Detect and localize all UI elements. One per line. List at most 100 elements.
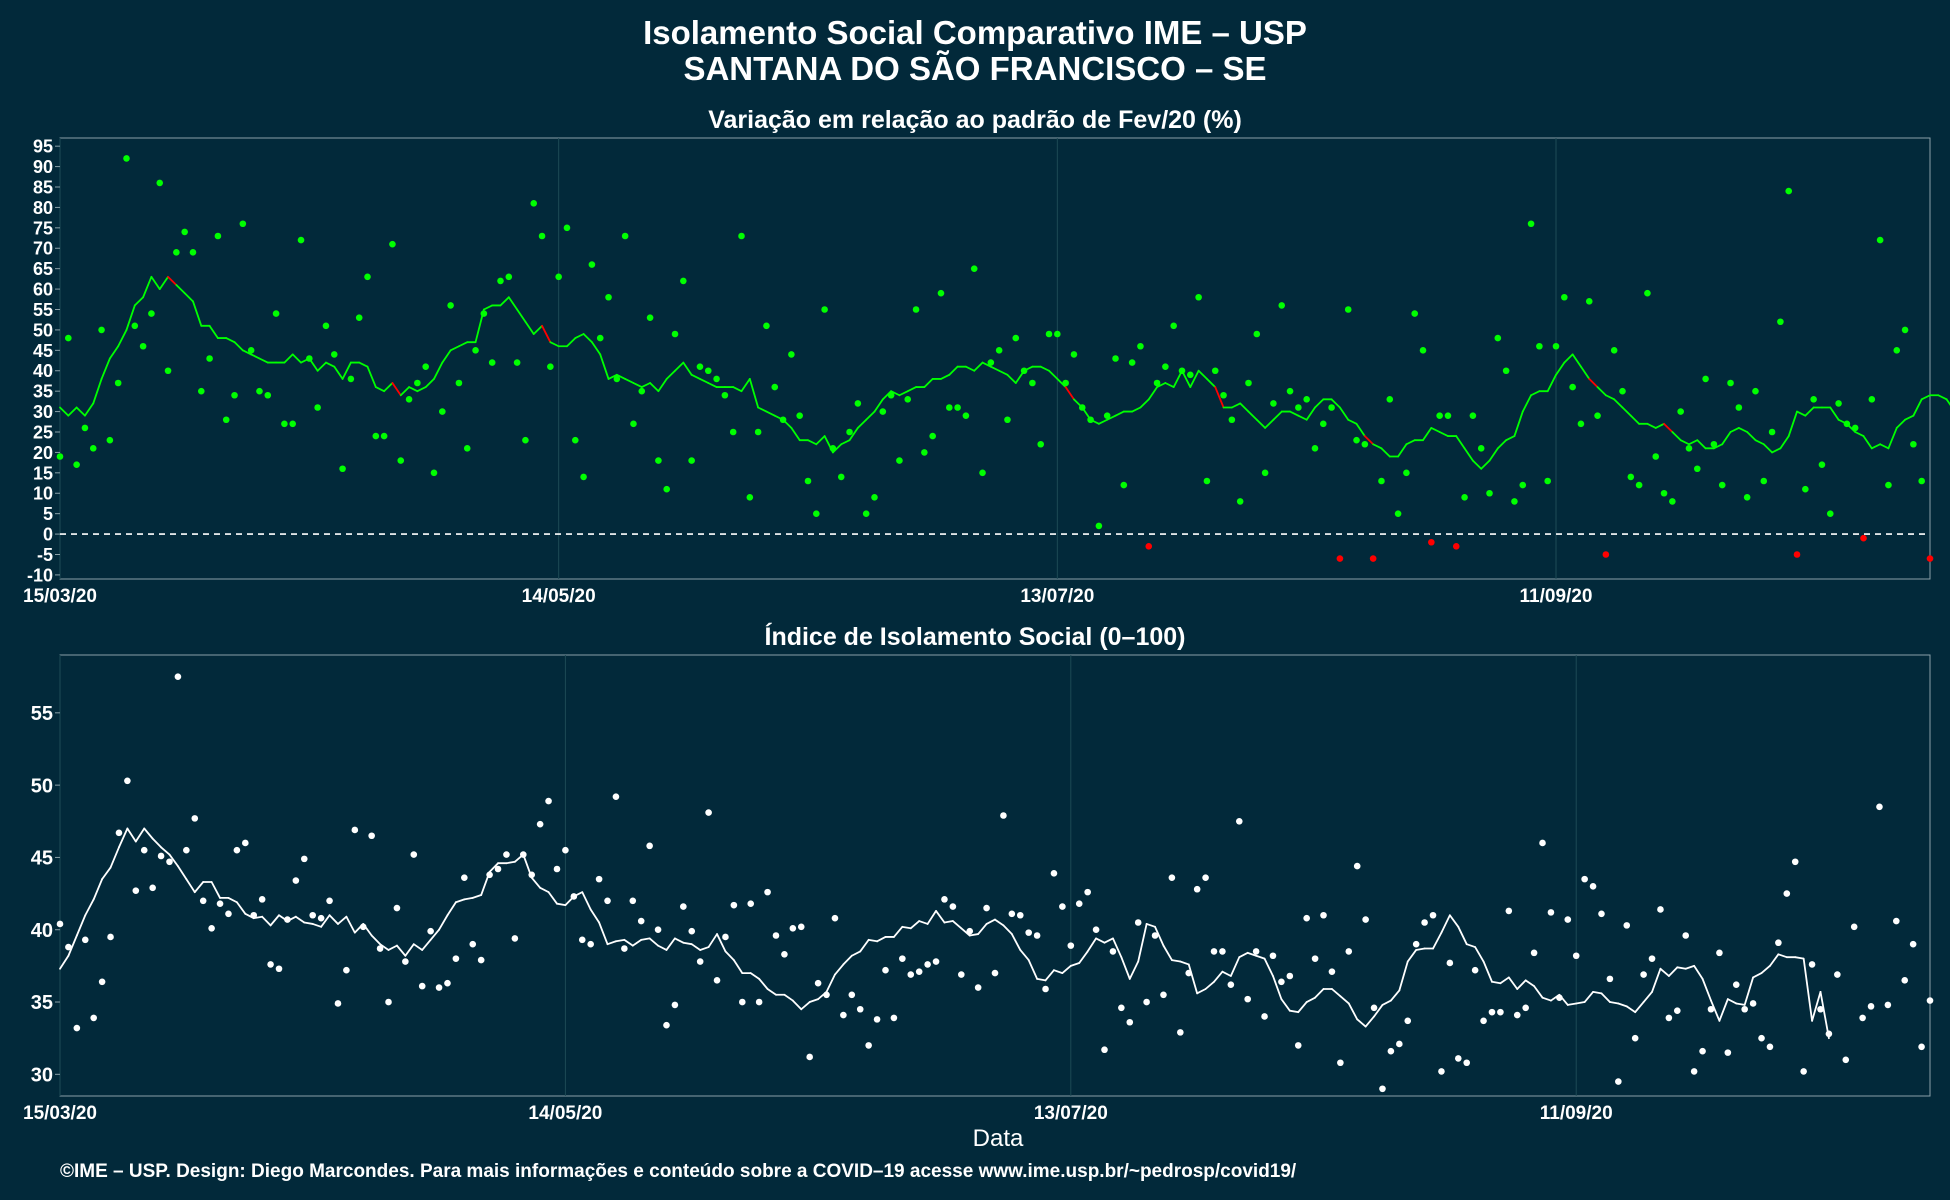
data-point xyxy=(1000,812,1007,819)
moving-average-segment xyxy=(842,954,853,966)
moving-average-segment xyxy=(973,361,984,372)
moving-average-segment xyxy=(294,915,306,924)
moving-average-segment xyxy=(598,921,609,946)
data-point xyxy=(1050,870,1058,877)
moving-average-segment xyxy=(1010,933,1022,951)
data-point xyxy=(289,420,297,428)
data-point xyxy=(1252,948,1260,955)
data-point xyxy=(115,829,123,837)
y-tick-label: 20 xyxy=(33,443,53,463)
y-tick-label: 40 xyxy=(31,920,53,942)
data-point xyxy=(1800,1068,1807,1075)
data-point xyxy=(183,846,190,854)
data-point xyxy=(605,293,612,301)
data-point xyxy=(796,412,803,419)
data-point xyxy=(983,904,990,912)
moving-average-segment xyxy=(732,959,744,974)
data-point xyxy=(1552,342,1560,350)
data-point xyxy=(1627,473,1635,481)
data-point xyxy=(1211,367,1219,375)
data-point xyxy=(781,951,788,958)
data-point xyxy=(1775,939,1782,947)
data-point xyxy=(1539,839,1546,847)
moving-average-segment xyxy=(1364,1015,1375,1028)
moving-average-segment xyxy=(1339,995,1350,1005)
data-point xyxy=(1547,909,1555,916)
data-point xyxy=(1502,367,1510,375)
data-point xyxy=(1178,367,1186,375)
moving-average-segment xyxy=(507,296,519,311)
moving-average-segment xyxy=(471,894,483,899)
moving-average-segment xyxy=(1777,953,1788,959)
moving-average-segment xyxy=(1491,980,1502,985)
data-point xyxy=(1657,906,1664,913)
data-point xyxy=(1245,379,1252,387)
x-tick-label: 14/05/20 xyxy=(522,586,596,607)
data-point xyxy=(1690,1068,1698,1075)
data-point xyxy=(1319,420,1327,428)
data-point xyxy=(1137,342,1144,350)
moving-average-segment xyxy=(1474,946,1485,963)
data-point xyxy=(214,232,222,240)
moving-average-segment xyxy=(926,910,937,925)
moving-average-segment xyxy=(438,914,449,931)
moving-average-segment xyxy=(591,341,602,356)
data-point xyxy=(1835,400,1842,407)
data-point xyxy=(1544,477,1551,485)
data-point xyxy=(1693,465,1701,473)
data-point xyxy=(949,903,957,910)
data-point xyxy=(630,420,637,428)
moving-average-segment xyxy=(1131,406,1142,413)
moving-average-segment xyxy=(325,361,336,368)
moving-average-segment xyxy=(1596,386,1607,397)
data-point xyxy=(1004,416,1011,424)
data-point xyxy=(1808,961,1816,968)
data-point xyxy=(771,383,779,391)
moving-average-segment xyxy=(1372,443,1383,450)
moving-average-segment xyxy=(167,275,178,286)
data-point xyxy=(258,896,266,903)
moving-average-segment xyxy=(893,925,904,938)
moving-average-segment xyxy=(183,292,194,303)
moving-average-segment xyxy=(1718,998,1729,1022)
moving-average-segment xyxy=(918,920,929,925)
moving-average-segment xyxy=(615,373,627,380)
data-point xyxy=(1202,874,1209,881)
data-point xyxy=(1826,510,1834,517)
moving-average-segment xyxy=(1762,443,1773,454)
data-point xyxy=(330,351,338,358)
moving-average-segment xyxy=(1162,944,1173,961)
data-point xyxy=(1793,551,1801,558)
panel2-title: Índice de Isolamento Social (0–100) xyxy=(765,622,1186,651)
data-point xyxy=(1170,322,1177,330)
data-point xyxy=(503,851,510,858)
moving-average-segment xyxy=(1103,937,1114,944)
data-point xyxy=(461,874,468,881)
moving-average-segment xyxy=(850,950,862,957)
moving-average-segment xyxy=(640,937,651,941)
y-tick-label: 50 xyxy=(31,775,53,797)
moving-average-segment xyxy=(374,386,386,393)
moving-average-segment xyxy=(1769,953,1780,967)
data-point xyxy=(309,911,317,919)
data-point xyxy=(1378,477,1385,485)
moving-average-segment xyxy=(1297,414,1308,421)
data-point xyxy=(1168,874,1176,881)
moving-average-segment xyxy=(1488,447,1499,462)
data-point xyxy=(1278,978,1285,986)
data-point xyxy=(1412,940,1420,948)
data-point xyxy=(98,326,105,334)
moving-average-segment xyxy=(1771,447,1782,454)
data-point xyxy=(513,359,521,366)
data-point xyxy=(1109,948,1117,955)
moving-average-segment xyxy=(965,365,976,372)
moving-average-segment xyxy=(791,999,803,1011)
moving-average-segment xyxy=(1095,937,1106,944)
data-point xyxy=(1087,416,1094,424)
main-subtitle: SANTANA DO SÃO FRANCISCO – SE xyxy=(683,50,1266,87)
data-point xyxy=(1353,436,1360,444)
moving-average-segment xyxy=(530,876,542,889)
moving-average-segment xyxy=(1380,447,1391,458)
data-point xyxy=(239,220,247,228)
